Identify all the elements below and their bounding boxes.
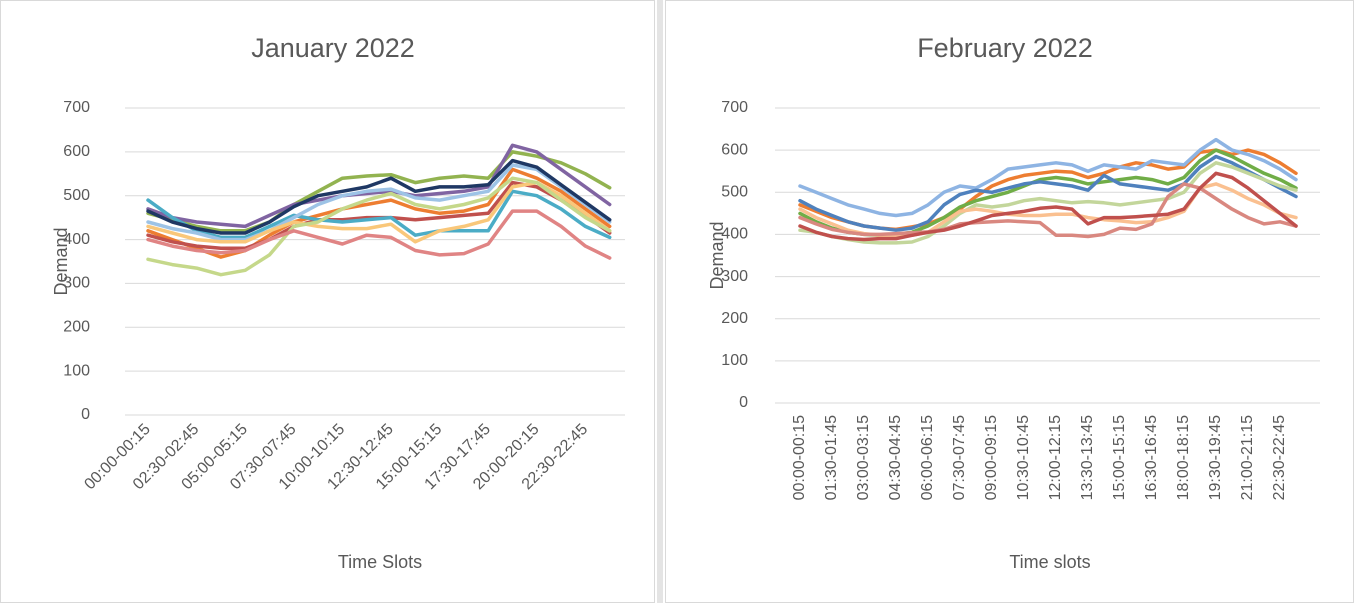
y-tick-label: 500 <box>63 187 90 204</box>
series-line <box>798 154 1298 232</box>
y-tick-label: 300 <box>721 268 748 285</box>
y-tick-label: 400 <box>63 231 90 248</box>
x-tick-label: 16:30-16:45 <box>1143 415 1160 501</box>
y-tick-label: 700 <box>721 99 748 116</box>
series-line <box>146 176 612 277</box>
y-tick-label: 100 <box>63 362 90 379</box>
x-tick-label: 12:00-12:15 <box>1047 415 1064 501</box>
y-tick-label: 300 <box>63 275 90 292</box>
y-tick-label: 0 <box>81 406 90 423</box>
x-tick-label: 04:30-04:45 <box>887 415 904 501</box>
y-tick-label: 600 <box>63 143 90 160</box>
series-line <box>146 158 612 235</box>
x-axis-label: Time slots <box>1009 552 1090 572</box>
series-line <box>146 163 612 242</box>
y-tick-label: 100 <box>721 352 748 369</box>
x-tick-label: 01:30-01:45 <box>823 415 840 501</box>
series-line <box>146 150 612 233</box>
x-tick-label: 06:00-06:15 <box>919 415 936 501</box>
series-line <box>798 182 1298 239</box>
series-line <box>146 209 612 260</box>
x-tick-label: 15:00-15:15 <box>1111 415 1128 501</box>
x-tick-label: 09:00-09:15 <box>983 415 1000 501</box>
series-line <box>146 189 612 240</box>
x-tick-label: 22:30-22:45 <box>1271 415 1288 501</box>
series-line <box>798 161 1298 245</box>
x-tick-label: 19:30-19:45 <box>1207 415 1224 501</box>
panel <box>665 0 1354 603</box>
x-axis-label: Time Slots <box>338 552 422 572</box>
x-tick-label: 13:30-13:45 <box>1079 415 1096 501</box>
x-tick-label: 07:30-07:45 <box>951 415 968 501</box>
x-tick-label: 10:30-10:45 <box>1015 415 1032 501</box>
y-tick-label: 500 <box>721 184 748 201</box>
x-tick-label: 03:00-03:15 <box>855 415 872 501</box>
y-tick-label: 700 <box>63 99 90 116</box>
y-tick-label: 0 <box>739 394 748 411</box>
series-line <box>146 143 612 229</box>
y-axis-label: Demand <box>51 227 71 295</box>
panel <box>0 0 655 603</box>
y-tick-label: 200 <box>63 319 90 336</box>
series-line <box>798 171 1298 242</box>
y-axis-label: Demand <box>707 221 727 289</box>
series-line <box>146 167 612 259</box>
y-tick-label: 600 <box>721 141 748 158</box>
x-tick-label: 18:00-18:15 <box>1175 415 1192 501</box>
y-tick-label: 200 <box>721 310 748 327</box>
x-tick-label: 00:00-00:15 <box>791 415 808 501</box>
x-tick-label: 21:00-21:15 <box>1239 415 1256 501</box>
y-tick-label: 400 <box>721 226 748 243</box>
divider <box>657 0 663 603</box>
series-line <box>798 137 1298 218</box>
chart-title: February 2022 <box>917 33 1093 63</box>
chart-title: January 2022 <box>251 33 415 63</box>
